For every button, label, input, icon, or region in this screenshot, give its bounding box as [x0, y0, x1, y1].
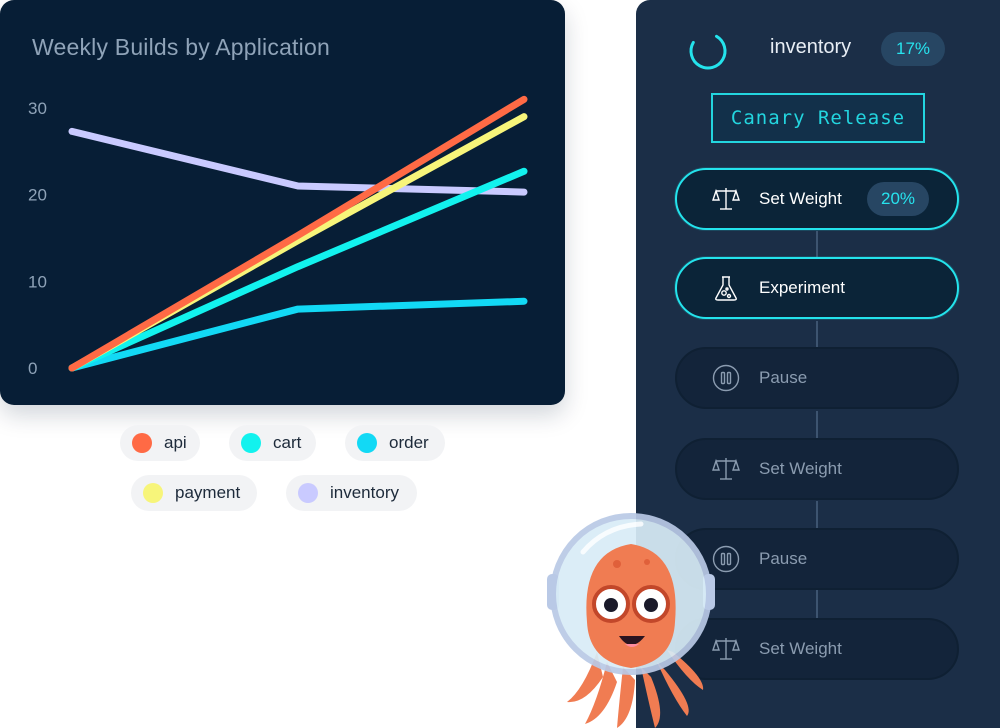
legend-swatch [132, 433, 152, 453]
y-tick-label: 30 [28, 99, 47, 118]
step-label: Pause [759, 549, 808, 568]
chart-card: Weekly Builds by Application 0 10 20 30 [0, 0, 565, 405]
legend-item-payment[interactable]: payment [131, 475, 257, 511]
legend-item-cart[interactable]: cart [229, 425, 316, 461]
series-line-api [68, 95, 528, 372]
step-label: Set Weight [759, 189, 842, 208]
step-label: Set Weight [759, 459, 842, 478]
scale-icon [711, 454, 741, 484]
step-pause[interactable]: Pause [675, 528, 959, 590]
step-label: Pause [759, 368, 808, 387]
y-tick-label: 10 [28, 272, 47, 291]
legend-item-api[interactable]: api [120, 425, 200, 461]
legend-item-inventory[interactable]: inventory [286, 475, 417, 511]
y-tick-label: 20 [28, 186, 47, 205]
step-experiment[interactable]: Experiment [675, 257, 959, 319]
step-connector [816, 321, 818, 347]
scale-icon [711, 634, 741, 664]
step-set-weight[interactable]: Set Weight 20% [675, 168, 959, 230]
octopus-astronaut-icon [547, 513, 715, 728]
legend-swatch [357, 433, 377, 453]
y-tick-label: 0 [28, 359, 37, 378]
scale-icon [711, 184, 741, 214]
rollout-app-name: inventory [770, 36, 852, 58]
step-pause[interactable]: Pause [675, 347, 959, 409]
step-label: Experiment [759, 278, 845, 297]
series-line-inventory [68, 127, 528, 196]
step-label: Set Weight [759, 639, 842, 658]
rollout-progress-badge: 17% [881, 32, 945, 66]
series-line-order [68, 297, 528, 372]
step-connector [816, 501, 818, 528]
line-chart: 0 10 20 30 [28, 95, 528, 378]
pause-icon [711, 544, 741, 574]
legend-swatch [143, 483, 163, 503]
legend-swatch [298, 483, 318, 503]
chart-title: Weekly Builds by Application [32, 34, 330, 60]
strategy-label: Canary Release [711, 93, 925, 143]
pause-icon [711, 363, 741, 393]
series-line-cart [68, 167, 528, 372]
legend-label: inventory [330, 483, 399, 502]
step-connector [816, 590, 818, 618]
legend-label: order [389, 433, 429, 452]
legend-label: api [164, 433, 187, 452]
legend-item-order[interactable]: order [345, 425, 445, 461]
step-set-weight[interactable]: Set Weight [675, 438, 959, 500]
legend-label: cart [273, 433, 302, 452]
step-weight-badge: 20% [867, 182, 929, 216]
legend-swatch [241, 433, 261, 453]
legend-label: payment [175, 483, 241, 502]
step-connector [816, 411, 818, 438]
step-connector [816, 231, 818, 257]
flask-icon [711, 273, 741, 303]
progress-spinner-icon [689, 32, 727, 70]
step-set-weight[interactable]: Set Weight [675, 618, 959, 680]
